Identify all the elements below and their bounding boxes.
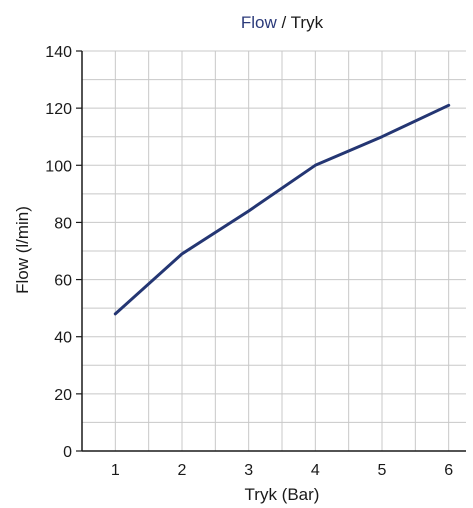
- x-tick-label: 2: [178, 462, 187, 479]
- axes: [76, 50, 466, 452]
- y-tick-label: 20: [54, 387, 72, 404]
- series-line: [113, 103, 451, 316]
- y-axis-label: Flow (l/min): [13, 206, 32, 294]
- x-axis-label: Tryk (Bar): [245, 485, 320, 504]
- x-tick-label: 3: [244, 462, 253, 479]
- y-tick-label: 0: [63, 444, 72, 461]
- y-tick-label: 100: [45, 158, 72, 175]
- chart-title-flow: Flow: [241, 13, 278, 32]
- y-tick-label: 140: [45, 44, 72, 61]
- x-tick-label: 5: [378, 462, 387, 479]
- x-tick-label: 6: [444, 462, 453, 479]
- chart-title: Flow / Tryk: [241, 13, 324, 32]
- chart-title-tryk: Tryk: [291, 13, 324, 32]
- x-tick-label: 4: [311, 462, 320, 479]
- x-tick-labels: 1 2 3 4 5 6: [111, 462, 453, 479]
- y-tick-labels: 0 20 40 60 80 100 120 140: [45, 44, 72, 461]
- grid-lines: [82, 50, 466, 451]
- series-group: [113, 103, 451, 316]
- y-tick-label: 60: [54, 273, 72, 290]
- y-tick-label: 80: [54, 215, 72, 232]
- x-tick-label: 1: [111, 462, 120, 479]
- y-tick-label: 120: [45, 101, 72, 118]
- chart-title-separator: /: [277, 13, 291, 32]
- y-tick-label: 40: [54, 330, 72, 347]
